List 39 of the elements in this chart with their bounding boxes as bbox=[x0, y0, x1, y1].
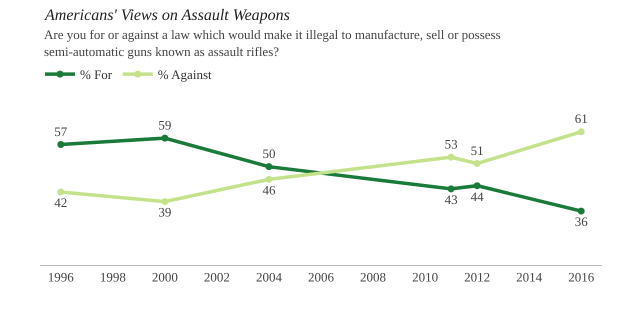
data-label: 43 bbox=[444, 192, 458, 208]
x-tick-label: 1998 bbox=[100, 270, 126, 285]
point bbox=[265, 163, 272, 170]
data-label: 61 bbox=[574, 111, 588, 126]
data-label: 53 bbox=[444, 136, 458, 152]
data-label: 50 bbox=[262, 146, 276, 162]
point bbox=[265, 176, 272, 183]
point bbox=[448, 185, 455, 192]
x-tick-label: 2000 bbox=[152, 270, 178, 285]
data-label: 59 bbox=[158, 118, 172, 133]
data-label: 46 bbox=[262, 182, 276, 198]
point bbox=[57, 140, 64, 148]
data-label: 36 bbox=[574, 214, 588, 230]
legend-label: % For bbox=[80, 67, 113, 82]
x-tick-label: 2004 bbox=[256, 270, 282, 285]
data-label: 57 bbox=[54, 124, 68, 139]
chart-subtitle: Are you for or against a law which would make it illegal to manufacture, sell or possess semi-automatic guns known as assault rifles? bbox=[44, 27, 501, 59]
data-label: 42 bbox=[54, 195, 68, 210]
x-tick-label: 1996 bbox=[48, 270, 74, 285]
point bbox=[161, 134, 168, 142]
point bbox=[161, 198, 168, 206]
x-tick-label: 2006 bbox=[308, 270, 334, 285]
x-tick-label: 2010 bbox=[412, 270, 438, 285]
x-tick-label: 2014 bbox=[516, 270, 543, 285]
chart-title: Americans' Views on Assault Weapons bbox=[44, 7, 290, 24]
x-tick-label: 2002 bbox=[204, 270, 230, 285]
x-tick-label: 2016 bbox=[568, 270, 595, 285]
point bbox=[474, 160, 481, 168]
x-tick-label: 2012 bbox=[464, 270, 490, 285]
point bbox=[474, 182, 481, 190]
point bbox=[578, 128, 585, 136]
point bbox=[57, 188, 64, 196]
data-label: 51 bbox=[470, 142, 484, 158]
legend-label: % Against bbox=[158, 67, 212, 82]
data-label: 44 bbox=[470, 188, 484, 204]
data-label: 39 bbox=[158, 204, 172, 220]
point bbox=[578, 208, 585, 215]
point bbox=[448, 154, 455, 161]
x-tick-label: 2008 bbox=[360, 270, 386, 285]
